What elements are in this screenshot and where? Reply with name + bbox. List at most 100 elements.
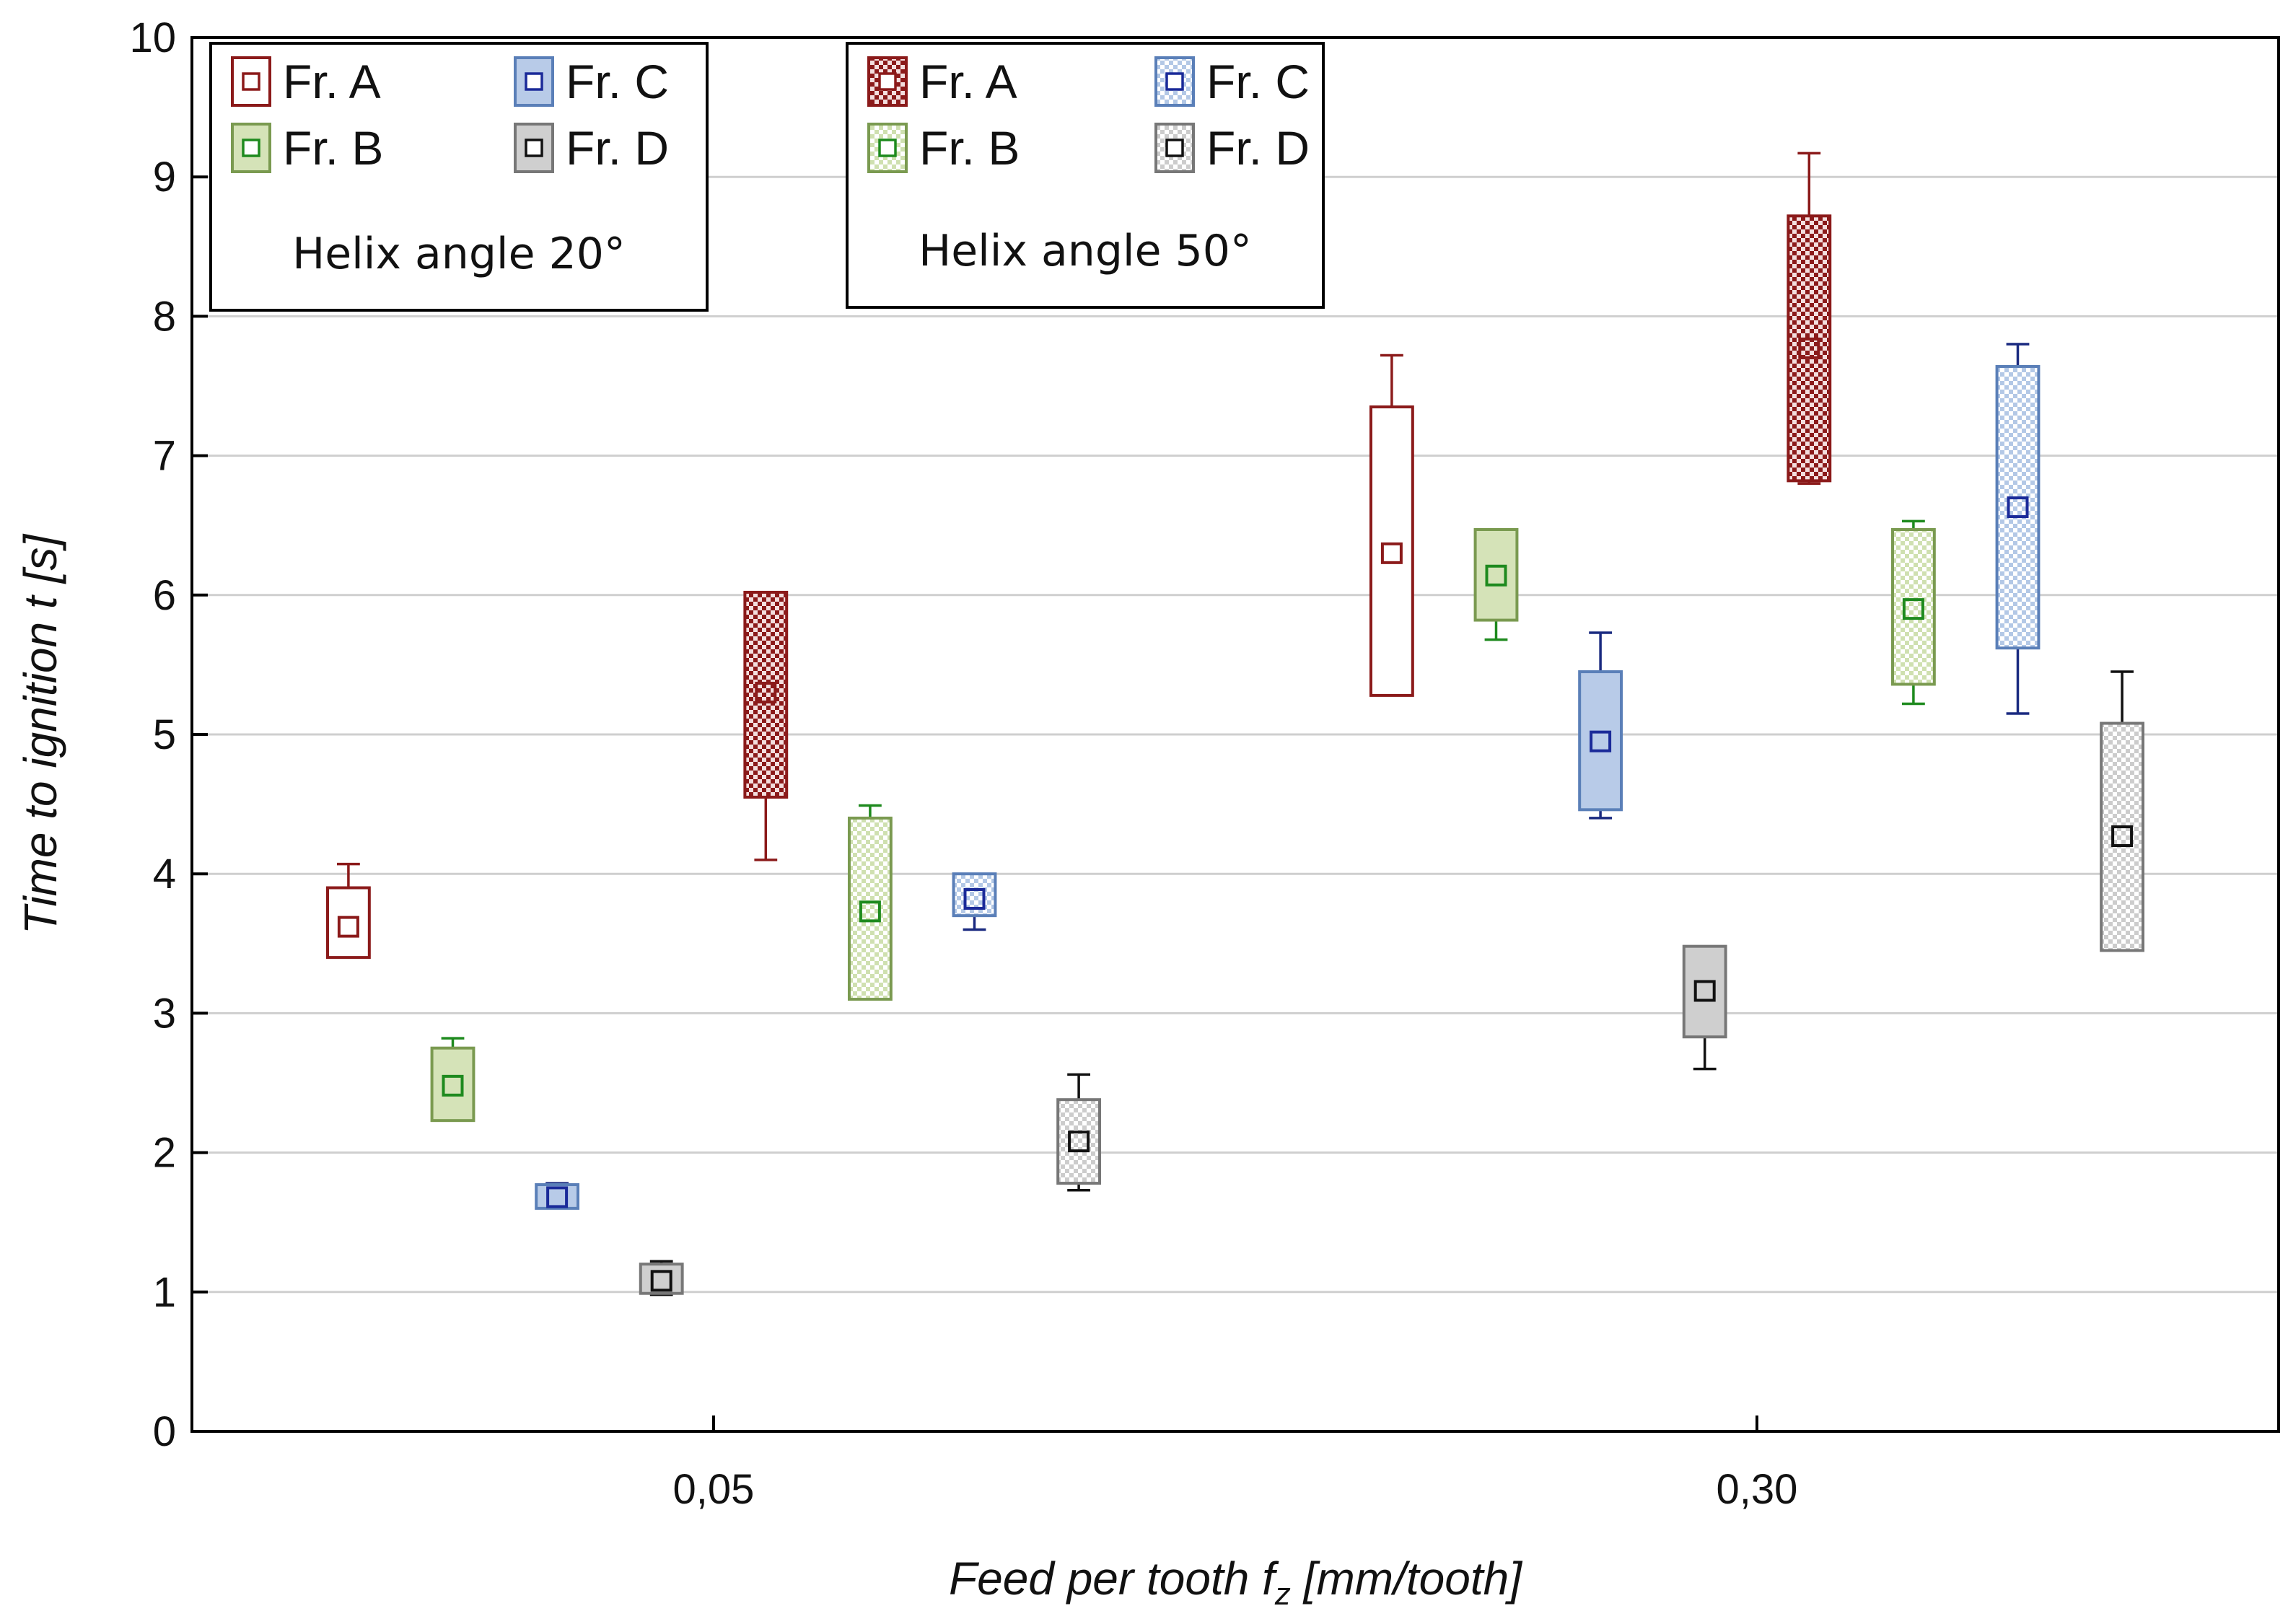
box-iqr	[325, 886, 371, 960]
box-iqr	[1890, 527, 1936, 686]
box-series	[325, 152, 2145, 1296]
median-marker	[1590, 730, 1612, 752]
legend-marker	[242, 72, 260, 91]
median-marker	[1068, 1131, 1090, 1153]
y-tick-label: 6	[153, 572, 176, 619]
box-D-50-0,05	[1056, 1073, 1102, 1192]
legend-item-C: Fr. C	[514, 55, 669, 108]
box-iqr	[1995, 364, 2041, 650]
box-C-50-0,05	[952, 872, 997, 931]
y-tick-label: 8	[153, 293, 176, 340]
box-C-20-0,30	[1578, 631, 1623, 820]
legend-caption: Helix angle 50°	[919, 226, 1252, 276]
x-tick-label: 0,30	[1717, 1466, 1798, 1513]
x-axis-ticks: 0,05 0,30	[673, 1415, 1798, 1513]
legend-frame	[846, 42, 1325, 309]
median-marker	[1902, 598, 1924, 620]
box-B-50-0,05	[847, 804, 893, 1001]
box-B-20-0,30	[1473, 527, 1519, 641]
legend-helix-50: Fr. A Fr. B Fr. C Fr. D Helix angle 50°	[846, 42, 1325, 309]
box-B-50-0,30	[1890, 519, 1936, 706]
legend-frame	[209, 42, 709, 312]
box-iqr	[847, 816, 893, 1001]
legend-helix-20: Fr. A Fr. B Fr. C Fr. D Helix angle 20°	[209, 42, 709, 312]
legend-marker	[525, 72, 543, 91]
box-A-50-0,30	[1787, 152, 1832, 485]
legend-label: Fr. D	[566, 121, 669, 175]
legend-label: Fr. B	[919, 121, 1020, 175]
y-tick-label: 2	[153, 1130, 176, 1177]
x-tick-label: 0,05	[673, 1466, 755, 1513]
legend-marker	[1165, 72, 1184, 91]
box-iqr	[2100, 721, 2145, 952]
box-iqr	[1682, 944, 1727, 1039]
legend-swatch	[1154, 123, 1195, 173]
median-marker	[1798, 337, 1820, 359]
median-marker	[442, 1074, 464, 1097]
legend-marker	[242, 139, 260, 157]
median-marker	[2111, 825, 2134, 848]
median-marker	[650, 1270, 672, 1292]
legend-item-A: Fr. A	[867, 55, 1017, 108]
median-marker	[1380, 542, 1403, 564]
box-B-20-0,05	[430, 1037, 475, 1123]
legend-label: Fr. D	[1206, 121, 1310, 175]
y-tick-label: 9	[153, 154, 176, 201]
y-tick-label: 10	[129, 14, 176, 61]
box-iqr	[639, 1263, 684, 1295]
y-tick-label: 0	[153, 1408, 176, 1455]
legend-item-B: Fr. B	[867, 121, 1020, 175]
box-D-20-0,30	[1682, 944, 1727, 1071]
legend-label: Fr. A	[283, 55, 381, 108]
median-marker	[337, 916, 359, 938]
legend-item-A: Fr. A	[231, 55, 381, 108]
median-marker	[963, 887, 986, 910]
y-tick-label: 5	[153, 711, 176, 758]
legend-item-C: Fr. C	[1154, 55, 1310, 108]
legend-label: Fr. B	[283, 121, 383, 175]
legend-label: Fr. C	[1206, 55, 1310, 108]
box-A-20-0,05	[325, 862, 371, 960]
legend-caption: Helix angle 20°	[292, 229, 626, 279]
median-marker	[755, 682, 777, 704]
median-marker	[1485, 564, 1507, 587]
box-iqr	[743, 590, 789, 799]
box-iqr	[1369, 405, 1414, 697]
median-marker	[2007, 496, 2029, 519]
y-axis-ticks: 0 1 2 3 4 5 6 7 8 9 10	[129, 14, 208, 1455]
legend-item-B: Fr. B	[231, 121, 383, 175]
box-iqr	[430, 1046, 475, 1123]
legend-swatch	[1154, 56, 1195, 107]
legend-label: Fr. A	[919, 55, 1017, 108]
y-axis-title: Time to ignition t [s]	[14, 534, 66, 935]
y-tick-label: 7	[153, 433, 176, 480]
legend-marker	[878, 139, 897, 157]
box-A-50-0,05	[743, 590, 789, 861]
box-C-50-0,30	[1995, 343, 2041, 715]
legend-item-D: Fr. D	[1154, 121, 1310, 175]
y-tick-label: 3	[153, 990, 176, 1037]
box-D-20-0,05	[639, 1260, 684, 1296]
box-iqr	[1787, 214, 1832, 483]
box-D-50-0,30	[2100, 670, 2145, 952]
legend-marker	[525, 139, 543, 157]
median-marker	[546, 1186, 569, 1208]
box-iqr	[1473, 527, 1519, 622]
legend-marker	[878, 72, 897, 91]
x-axis-title: Feed per tooth fz [mm/tooth]	[949, 1553, 1522, 1612]
box-C-20-0,05	[535, 1182, 580, 1210]
y-tick-label: 4	[153, 851, 176, 897]
box-A-20-0,30	[1369, 354, 1414, 697]
legend-swatch	[514, 123, 554, 173]
box-iqr	[1578, 670, 1623, 812]
grid-lines	[192, 175, 2279, 1294]
median-marker	[1693, 980, 1716, 1002]
legend-label: Fr. C	[566, 55, 669, 108]
legend-item-D: Fr. D	[514, 121, 669, 175]
median-marker	[859, 900, 881, 923]
legend-marker	[1165, 139, 1184, 157]
y-tick-label: 1	[153, 1269, 176, 1316]
box-iqr	[1056, 1098, 1102, 1185]
